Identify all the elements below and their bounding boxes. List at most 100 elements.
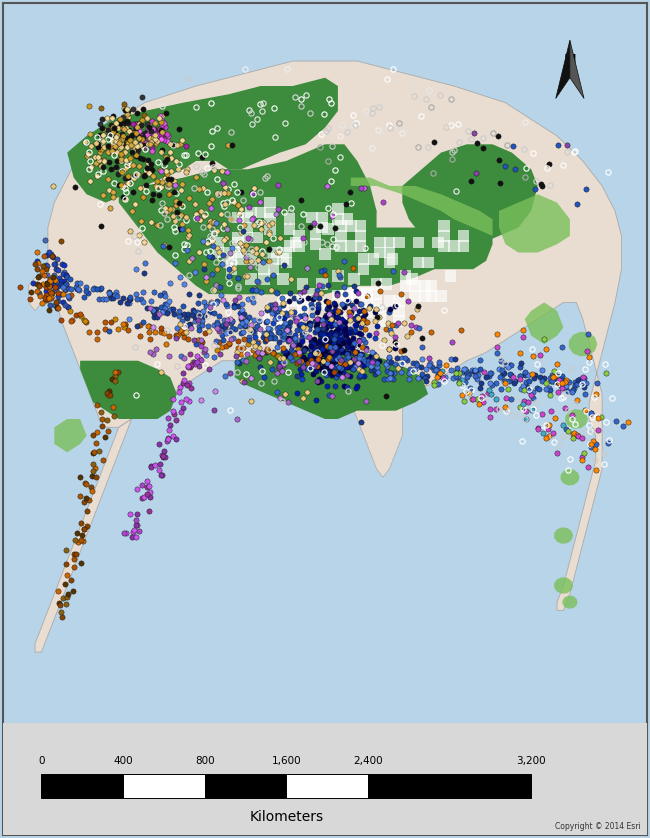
Bar: [448, 240, 460, 251]
Bar: [355, 220, 366, 231]
Bar: [306, 288, 318, 300]
Bar: [342, 287, 354, 298]
Bar: [278, 305, 289, 317]
Bar: [355, 240, 366, 251]
Polygon shape: [402, 144, 538, 244]
Bar: [361, 288, 372, 300]
Bar: [374, 305, 385, 317]
Bar: [309, 229, 321, 240]
Bar: [400, 280, 411, 292]
Polygon shape: [566, 409, 588, 429]
Bar: [296, 305, 308, 317]
Polygon shape: [560, 469, 580, 485]
Bar: [296, 278, 308, 290]
Text: 1,600: 1,600: [272, 756, 301, 766]
Bar: [458, 230, 469, 241]
Polygon shape: [554, 577, 573, 594]
Polygon shape: [67, 78, 338, 203]
Bar: [374, 246, 385, 258]
Bar: [370, 298, 382, 310]
Text: N: N: [564, 54, 577, 70]
Polygon shape: [562, 596, 578, 608]
Text: Kilometers: Kilometers: [249, 810, 324, 825]
Bar: [226, 263, 237, 275]
Bar: [419, 290, 431, 302]
Bar: [265, 197, 276, 209]
Bar: [258, 263, 270, 275]
Bar: [258, 322, 270, 334]
Text: 800: 800: [195, 756, 215, 766]
Bar: [438, 240, 450, 251]
Bar: [370, 278, 382, 290]
Bar: [287, 774, 368, 798]
Bar: [265, 224, 276, 235]
Polygon shape: [119, 144, 376, 294]
Bar: [352, 307, 363, 318]
Bar: [370, 288, 382, 300]
Bar: [384, 256, 395, 268]
Bar: [242, 222, 254, 233]
Bar: [306, 212, 318, 224]
Bar: [232, 212, 244, 224]
Bar: [335, 240, 347, 251]
Bar: [268, 263, 280, 275]
Bar: [332, 290, 344, 302]
Bar: [361, 307, 372, 318]
Bar: [384, 246, 395, 258]
Bar: [278, 273, 289, 285]
Bar: [393, 315, 405, 327]
Bar: [400, 270, 411, 282]
Bar: [445, 270, 456, 282]
Polygon shape: [499, 194, 570, 252]
Bar: [265, 207, 276, 219]
Bar: [374, 315, 385, 327]
Bar: [380, 278, 392, 290]
Bar: [419, 280, 431, 292]
Bar: [345, 240, 357, 251]
Bar: [235, 253, 247, 265]
Text: 2,400: 2,400: [353, 756, 383, 766]
Polygon shape: [35, 411, 144, 652]
Bar: [426, 280, 437, 292]
Bar: [387, 253, 398, 265]
Bar: [213, 236, 224, 248]
Bar: [358, 263, 369, 275]
Bar: [258, 273, 270, 285]
Bar: [348, 273, 360, 285]
Bar: [255, 207, 266, 219]
Bar: [352, 297, 363, 308]
Bar: [361, 287, 372, 298]
Bar: [284, 224, 295, 235]
Bar: [309, 238, 321, 250]
Bar: [450, 774, 531, 798]
Bar: [332, 204, 344, 215]
Bar: [361, 297, 372, 308]
Bar: [281, 246, 292, 258]
Bar: [413, 256, 424, 268]
Bar: [265, 214, 276, 225]
Bar: [426, 290, 437, 302]
Bar: [258, 332, 270, 344]
Bar: [352, 287, 363, 298]
Bar: [278, 315, 289, 327]
Bar: [342, 214, 354, 225]
Polygon shape: [569, 332, 597, 356]
Bar: [222, 256, 234, 268]
Bar: [293, 240, 305, 251]
Bar: [316, 212, 328, 224]
Bar: [438, 220, 450, 231]
Bar: [245, 253, 257, 265]
Polygon shape: [235, 353, 428, 419]
Bar: [232, 231, 244, 243]
Bar: [306, 298, 318, 310]
Bar: [205, 774, 287, 798]
Polygon shape: [80, 360, 177, 419]
Bar: [42, 774, 123, 798]
Polygon shape: [570, 40, 584, 99]
Bar: [438, 230, 450, 241]
Bar: [358, 253, 369, 265]
Bar: [278, 253, 289, 265]
Bar: [393, 305, 405, 317]
Bar: [245, 273, 257, 285]
Bar: [332, 214, 344, 225]
